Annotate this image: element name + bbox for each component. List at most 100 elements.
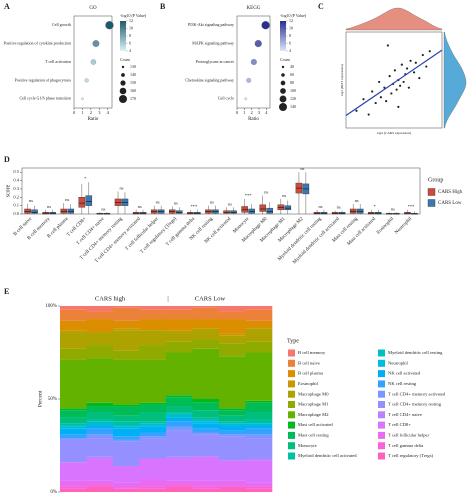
panel-label: A: [4, 2, 10, 11]
color-tick-label: 4: [289, 48, 291, 53]
bar-segment: [245, 352, 273, 401]
legend-label: T cell CD8+: [388, 422, 411, 427]
legend-swatch: [288, 442, 295, 450]
bar-segment: [139, 438, 167, 459]
legend-swatch: [378, 380, 385, 388]
size-key-label: 100: [290, 88, 296, 93]
bar-segment: [192, 432, 220, 435]
bar-segment: [219, 436, 246, 461]
bar-segment: [219, 480, 246, 487]
bar-segment: [60, 438, 87, 440]
x-tick-label: T cell follicular helper: [125, 216, 160, 251]
bar-segment: [86, 311, 114, 320]
bar-segment: [113, 404, 140, 407]
size-key-label: 40: [290, 64, 294, 69]
bar-segment: [139, 488, 167, 492]
point: [388, 75, 391, 78]
legend-label: T cell follicular helper: [388, 432, 430, 437]
fit-line: [345, 49, 443, 117]
size-key-label: 170: [130, 96, 136, 101]
bar-segment: [113, 441, 140, 466]
significance: *: [84, 176, 87, 181]
bar-segment: [86, 419, 114, 422]
bar-segment: [113, 415, 140, 422]
bar-segment: [60, 306, 87, 310]
bar-segment: [113, 465, 140, 483]
bar-segment: [113, 482, 140, 489]
category-label: Cell cycle G1/S phase transition: [19, 96, 71, 101]
point: [393, 69, 396, 72]
dot: [246, 77, 252, 83]
bar-segment: [166, 421, 193, 427]
legend-swatch: [378, 390, 385, 398]
x-tick-label: 0: [236, 110, 239, 115]
size-key-label: 160: [130, 88, 136, 93]
significance: ***: [245, 193, 253, 198]
bar-segment: [139, 421, 167, 424]
bar-segment: [166, 480, 193, 485]
bar-segment: [245, 423, 273, 426]
legend-label: Eosinophil: [298, 381, 319, 386]
legend-swatch: [288, 370, 295, 378]
dot: [105, 21, 114, 30]
bar-segment: [60, 410, 87, 418]
legend-swatch: [378, 349, 385, 357]
legend-label: T cell regulatory (Tregs): [388, 453, 434, 458]
bar-segment: [139, 306, 167, 310]
plot-frame: [73, 15, 113, 109]
point: [383, 86, 386, 89]
bar-segment: [86, 319, 114, 333]
dot: [254, 40, 262, 48]
bar-segment: [113, 421, 140, 426]
bar-segment: [192, 423, 220, 429]
bar-segment: [245, 306, 273, 310]
bar-segment: [219, 335, 246, 344]
legend-label: Neutrophil: [388, 360, 409, 365]
dot: [250, 59, 257, 65]
legend-swatch: [378, 442, 385, 450]
category-label: Cell growth: [52, 22, 71, 27]
bar-segment: [219, 356, 246, 409]
y-tick-label: 50%: [48, 397, 57, 402]
panel-title: KEGG: [247, 6, 261, 11]
bar-segment: [86, 421, 114, 426]
legend-label: Myeloid dendritic cell activated: [298, 453, 357, 458]
bar-segment: [166, 309, 193, 320]
x-tick-label: 4: [265, 110, 268, 115]
panel-label: E: [4, 287, 9, 296]
bar-segment: [192, 399, 220, 403]
color-legend-title: -log10 (P Value): [280, 13, 307, 18]
legend-label: Macrophage M0: [298, 391, 329, 396]
panel-label: C: [318, 2, 324, 11]
bar-segment: [166, 484, 193, 487]
significance: ns: [337, 205, 341, 210]
box: [67, 208, 74, 214]
bar-segment: [166, 456, 193, 459]
significance: ns: [282, 193, 286, 198]
bar-segment: [113, 328, 140, 331]
bar-segment: [219, 486, 246, 492]
legend-label: CARS Low: [438, 201, 462, 206]
bar-segment: [219, 425, 246, 431]
bar-segment: [192, 419, 220, 422]
color-bar: [280, 21, 286, 51]
color-tick-label: 12: [289, 18, 293, 23]
point: [418, 76, 421, 80]
significance: ns: [29, 198, 33, 203]
point: [355, 109, 358, 112]
bar-segment: [192, 306, 220, 308]
group-label: |: [167, 295, 168, 302]
category-label: Positive regulation of phagocytosis: [15, 77, 72, 82]
x-tick-label: 4: [107, 110, 110, 115]
dot: [92, 40, 100, 47]
legend-swatch: [378, 421, 385, 429]
legend-label: NK cell activated: [388, 371, 421, 376]
y-tick-label: 0.4: [13, 178, 19, 183]
significance: ns: [156, 200, 160, 205]
legend-swatch: [378, 401, 385, 408]
bar-segment: [219, 460, 246, 481]
bar-segment: [139, 330, 167, 346]
point: [409, 59, 412, 62]
bar-segment: [245, 402, 273, 413]
box: [24, 208, 31, 214]
